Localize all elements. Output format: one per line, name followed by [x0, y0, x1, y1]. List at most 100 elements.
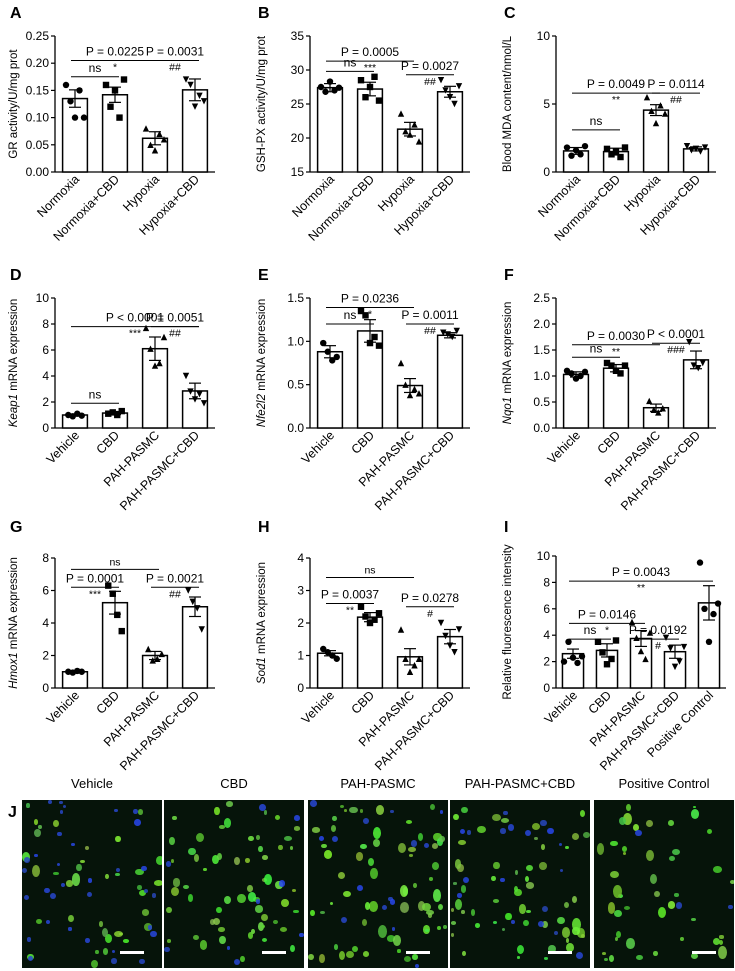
scale-bar	[262, 951, 286, 954]
cell-green	[248, 836, 254, 842]
cell-green	[461, 806, 468, 814]
cell-nucleus-blue	[23, 895, 29, 901]
cell-green	[165, 906, 173, 914]
data-point	[80, 114, 88, 121]
data-point	[411, 121, 418, 128]
cell-nucleus-blue	[140, 865, 147, 872]
data-point	[362, 613, 369, 620]
y-tick-label: 10	[537, 549, 551, 563]
cell-green	[399, 884, 409, 898]
cell-green	[143, 923, 153, 932]
p-value-label: P = 0.0146	[578, 607, 636, 621]
data-point	[455, 83, 463, 90]
cell-green	[572, 896, 578, 903]
data-point	[71, 114, 79, 121]
micrograph-image	[164, 800, 304, 968]
data-point	[109, 590, 116, 597]
data-point	[560, 658, 568, 665]
data-point	[442, 632, 449, 640]
data-point	[333, 655, 340, 662]
cell-green	[572, 918, 582, 932]
cell-nucleus-blue	[575, 952, 583, 960]
y-axis-label: Nqo1 mRNA expression	[502, 302, 514, 425]
cell-nucleus-blue	[22, 867, 28, 873]
bar	[436, 91, 464, 173]
cell-nucleus-blue	[507, 824, 515, 832]
cell-green	[692, 806, 696, 809]
data-point	[661, 110, 669, 117]
cell-green	[450, 921, 457, 926]
cell-green	[263, 809, 268, 816]
data-point	[105, 582, 112, 589]
significance-mark: ###	[667, 344, 685, 356]
data-point	[568, 370, 575, 377]
cell-green	[433, 833, 442, 842]
data-point	[650, 406, 657, 413]
cell-green	[461, 950, 466, 956]
cell-green	[311, 827, 321, 833]
p-value-label: P = 0.0236	[341, 292, 399, 306]
cell-nucleus-blue	[115, 868, 121, 873]
cell-green	[404, 955, 412, 962]
cell-green	[340, 805, 345, 809]
cell-nucleus-blue	[227, 946, 231, 950]
cell-green	[621, 845, 628, 852]
panel-label: B	[258, 5, 270, 22]
x-tick-label: CBD	[94, 428, 123, 457]
cell-nucleus-blue	[59, 810, 64, 814]
cell-nucleus-blue	[63, 805, 67, 809]
data-point	[402, 128, 409, 135]
data-point	[574, 659, 581, 667]
cell-green	[171, 887, 179, 897]
cell-nucleus-blue	[151, 893, 157, 899]
cell-green	[540, 844, 545, 850]
cell-green	[169, 836, 176, 845]
cell-green	[261, 938, 267, 943]
p-value-label: P = 0.0043	[612, 565, 670, 579]
cell-green	[645, 849, 654, 862]
cell-green	[657, 906, 666, 918]
cell-green	[155, 855, 162, 865]
data-point	[599, 649, 606, 656]
cell-green	[218, 935, 226, 945]
cell-nucleus-blue	[27, 955, 33, 961]
cell-green	[614, 937, 618, 942]
data-point	[189, 598, 196, 606]
cell-green	[53, 819, 60, 828]
cell-green	[613, 884, 622, 898]
p-value-label: P = 0.0192	[629, 623, 687, 637]
cell-green	[278, 844, 283, 851]
cell-nucleus-blue	[71, 843, 75, 847]
cell-green	[417, 901, 425, 912]
cell-green	[292, 888, 297, 893]
cell-nucleus-blue	[460, 829, 466, 835]
cell-green	[457, 864, 465, 873]
data-point	[182, 76, 190, 83]
cell-green	[292, 909, 299, 914]
cell-green	[453, 813, 460, 821]
data-point	[415, 390, 423, 397]
significance-mark: **	[612, 346, 620, 358]
cell-nucleus-blue	[111, 958, 117, 964]
data-point	[617, 153, 624, 161]
y-tick-label: 35	[291, 29, 305, 43]
cell-nucleus-blue	[331, 835, 338, 843]
cell-green	[522, 920, 529, 927]
cell-nucleus-blue	[294, 815, 300, 822]
data-point	[659, 405, 666, 412]
data-point	[76, 87, 83, 94]
cell-green	[729, 879, 734, 885]
cell-nucleus-blue	[278, 880, 285, 887]
data-point	[156, 359, 163, 367]
cell-green	[359, 808, 364, 813]
data-point	[357, 307, 365, 315]
data-point	[451, 100, 458, 108]
data-point	[366, 619, 374, 627]
cell-nucleus-blue	[59, 801, 63, 805]
data-point	[451, 649, 458, 656]
data-point	[657, 102, 664, 109]
cell-green	[370, 867, 378, 880]
